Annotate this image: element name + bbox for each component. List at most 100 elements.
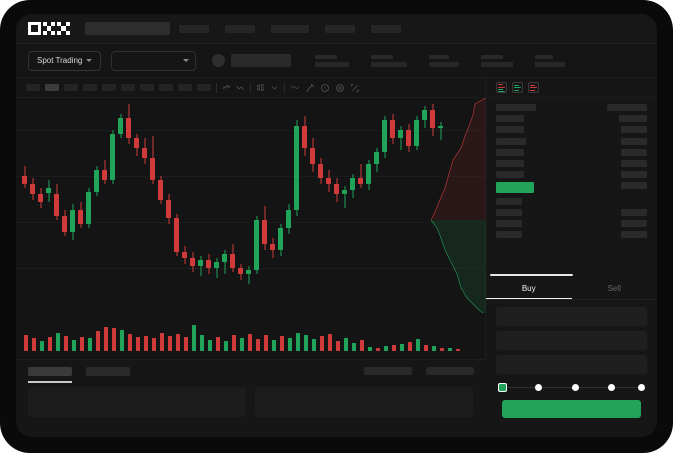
candle-body (374, 152, 379, 164)
line-chart-icon[interactable] (290, 83, 300, 92)
candle (22, 98, 27, 313)
candle-body (326, 178, 331, 184)
stat-label (315, 54, 338, 59)
candle-body (438, 126, 443, 128)
timeframe-button-2[interactable] (64, 84, 78, 91)
volume-bar (160, 333, 164, 351)
chart-type-icon[interactable] (256, 83, 265, 92)
nav-item-5[interactable] (371, 24, 401, 33)
action-cancel-all[interactable] (426, 367, 474, 375)
volume-bar (168, 336, 172, 351)
candle (102, 98, 107, 313)
nav-item-4[interactable] (325, 24, 355, 33)
orderbook-ask-row[interactable] (496, 115, 647, 123)
ob-cell-price (496, 182, 534, 194)
timeframe-button-5[interactable] (121, 84, 135, 91)
volume-bar (136, 337, 140, 351)
slider-stop-0[interactable] (498, 383, 507, 392)
action-hide-other-pairs[interactable] (364, 367, 412, 375)
timeframe-button-3[interactable] (83, 84, 97, 91)
timeframe-button-8[interactable] (178, 84, 192, 91)
orderbook-ask-row[interactable] (496, 148, 647, 156)
slider-stop-75[interactable] (608, 384, 616, 391)
global-search-input[interactable] (85, 22, 170, 35)
candle-body (150, 158, 155, 180)
orderbook-scrollbar[interactable] (490, 274, 573, 276)
candle (302, 98, 307, 313)
percent-slider[interactable] (498, 382, 645, 394)
candle (262, 98, 267, 313)
orders-placeholder-left (28, 387, 246, 417)
volume-bar (272, 340, 276, 351)
toolbar-divider (250, 82, 251, 93)
okx-logo[interactable] (28, 22, 70, 35)
volume-bar (32, 338, 36, 351)
tab-sell[interactable]: Sell (607, 284, 621, 293)
timeframe-button-0[interactable] (26, 84, 40, 91)
slider-stop-25[interactable] (534, 384, 542, 391)
candle-wick (200, 256, 201, 276)
chart-column (16, 78, 486, 437)
orderbook-ask-row[interactable] (496, 171, 647, 179)
chevron-down-icon[interactable] (270, 83, 279, 92)
nav-item-2[interactable] (225, 24, 255, 33)
candle (254, 98, 259, 313)
timeframe-button-6[interactable] (140, 84, 154, 91)
orderbook-header-row[interactable] (496, 104, 647, 111)
tab-order-history[interactable] (86, 366, 130, 376)
ob-view-both-icon[interactable] (496, 82, 507, 93)
timeframe-button-7[interactable] (159, 84, 173, 91)
submit-order-button[interactable] (502, 400, 641, 418)
timeframe-button-4[interactable] (102, 84, 116, 91)
timeframe-button-9[interactable] (197, 84, 211, 91)
app-screen: Spot Trading (16, 14, 657, 437)
timeframe-list (26, 84, 211, 91)
tab-open-orders[interactable] (28, 366, 72, 383)
orderbook-price-row[interactable] (496, 182, 647, 194)
ob-view-bids-icon[interactable] (512, 82, 523, 93)
slider-stop-50[interactable] (571, 384, 579, 391)
orderbook-bid-row[interactable] (496, 219, 647, 227)
orderbook-ask-row[interactable] (496, 126, 647, 134)
indicators-icon[interactable] (222, 83, 231, 92)
orders-tabs-left (28, 366, 130, 383)
volume-bar (24, 335, 28, 351)
fullscreen-icon[interactable] (350, 83, 360, 93)
orderbook-rows (496, 104, 647, 239)
orderbook-bid-row[interactable] (496, 231, 647, 239)
orderbook-bid-row[interactable] (496, 197, 647, 205)
toolbar-divider (284, 82, 285, 93)
price-field[interactable] (496, 307, 647, 326)
pair-summary[interactable] (212, 54, 292, 67)
orderbook-ask-row[interactable] (496, 137, 647, 145)
candle-body (302, 126, 307, 148)
tab-buy[interactable]: Buy (486, 278, 572, 299)
settings-icon[interactable] (335, 83, 345, 93)
ob-view-asks-icon[interactable] (528, 82, 539, 93)
orderbook-bid-row[interactable] (496, 208, 647, 216)
candle (358, 98, 363, 313)
amount-field[interactable] (496, 331, 647, 350)
volume-bar (256, 339, 260, 351)
drawing-icon[interactable] (305, 83, 315, 93)
market-type-select[interactable]: Spot Trading (28, 50, 102, 71)
nav-item-1[interactable] (179, 24, 209, 33)
total-field[interactable] (496, 355, 647, 374)
slider-stop-100[interactable] (638, 384, 645, 391)
candle (318, 98, 323, 313)
alert-icon[interactable] (320, 83, 330, 93)
candlestick-chart[interactable] (16, 98, 486, 313)
stat-label (371, 54, 394, 59)
nav-item-3[interactable] (271, 24, 309, 33)
orderbook-ask-row[interactable] (496, 159, 647, 167)
volume-bar (216, 337, 220, 351)
volume-bar (112, 328, 116, 351)
orderbook[interactable] (486, 98, 657, 278)
compare-icon[interactable] (236, 83, 245, 92)
timeframe-button-1[interactable] (45, 84, 59, 91)
ob-cell-amount (621, 137, 647, 145)
trading-pair-select[interactable] (111, 50, 197, 71)
coin-avatar (212, 54, 226, 67)
candle (110, 98, 115, 313)
candle-body (30, 184, 35, 194)
